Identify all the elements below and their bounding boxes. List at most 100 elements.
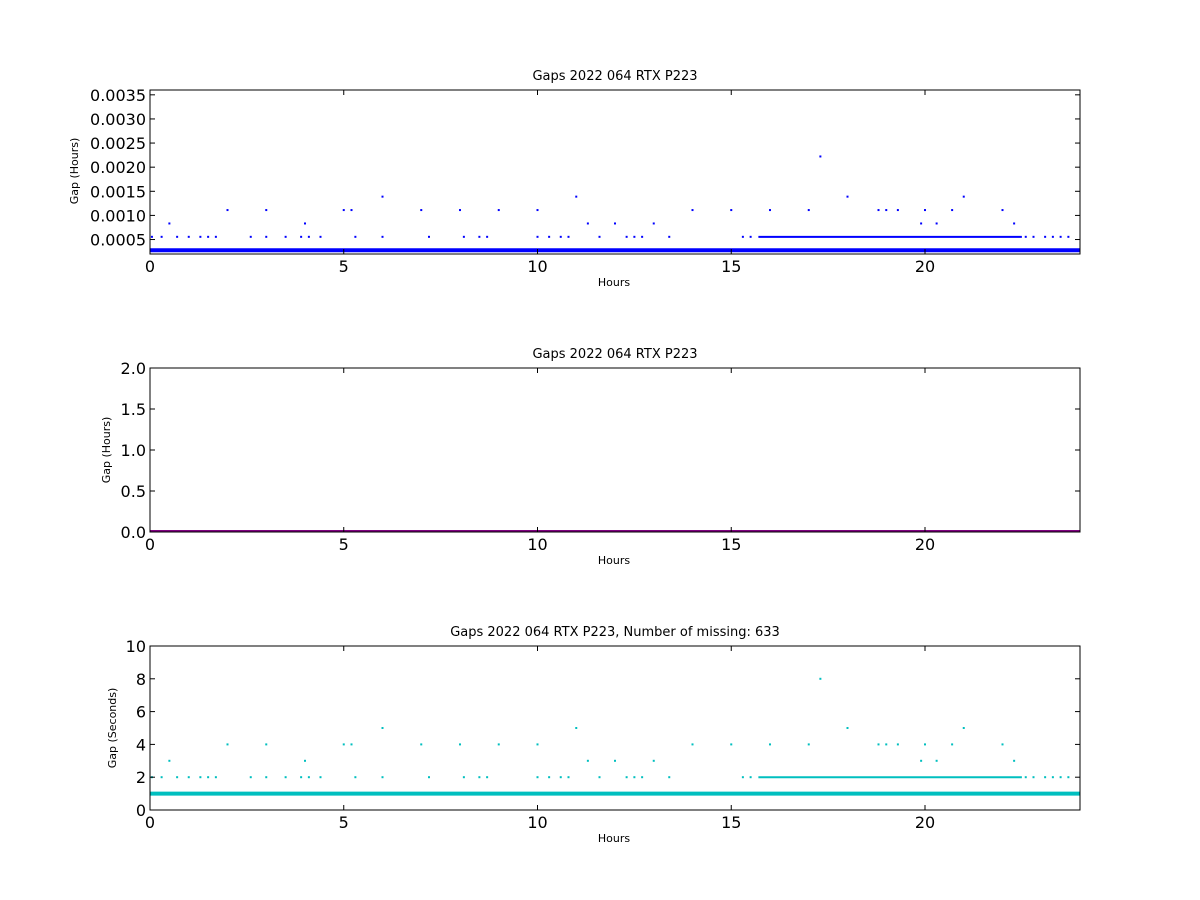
data-point xyxy=(846,195,849,198)
data-point xyxy=(691,743,694,746)
data-point xyxy=(497,209,500,212)
data-point xyxy=(307,235,310,238)
data-point xyxy=(1059,776,1062,779)
top-gap-hours-chart: Gaps 2022 064 RTX P223 Hours Gap (Hours)… xyxy=(68,69,1081,289)
data-point xyxy=(150,235,153,238)
data-point xyxy=(354,776,357,779)
data-point xyxy=(420,743,423,746)
axes-frame xyxy=(149,367,1081,533)
plot-area xyxy=(150,155,1080,253)
data-point xyxy=(652,222,655,225)
y-tick-label: 0.5 xyxy=(121,482,146,501)
x-tick-label: 20 xyxy=(915,535,935,554)
data-point xyxy=(226,209,229,212)
data-point xyxy=(598,776,601,779)
data-point xyxy=(749,776,752,779)
data-point xyxy=(1024,235,1027,238)
data-point xyxy=(896,743,899,746)
data-point xyxy=(486,776,489,779)
data-point xyxy=(284,235,287,238)
data-point xyxy=(199,235,202,238)
x-tick-label: 5 xyxy=(339,535,349,554)
x-axis-label: Hours xyxy=(598,554,630,567)
x-tick-label: 20 xyxy=(915,813,935,832)
axes-frame xyxy=(149,89,1081,255)
data-point xyxy=(1001,209,1004,212)
data-point xyxy=(354,235,357,238)
data-point xyxy=(575,727,578,729)
data-point xyxy=(160,235,163,238)
data-point xyxy=(567,235,570,238)
x-tick-label: 10 xyxy=(527,813,547,832)
data-point xyxy=(741,776,744,779)
data-point xyxy=(741,235,744,238)
data-point xyxy=(691,209,694,212)
data-point xyxy=(536,743,539,746)
x-axis-label: Hours xyxy=(598,276,630,289)
data-point xyxy=(342,743,345,746)
data-point xyxy=(176,776,179,779)
data-point xyxy=(187,235,190,238)
plot-area xyxy=(150,677,1080,796)
data-point xyxy=(1013,759,1016,762)
data-point xyxy=(207,776,210,779)
y-axis-label: Gap (Hours) xyxy=(68,138,81,205)
data-point xyxy=(497,743,500,746)
y-tick-label: 0.0 xyxy=(121,523,146,542)
y-tick-label: 0.0015 xyxy=(90,182,146,201)
data-point xyxy=(730,743,733,746)
data-point xyxy=(1067,776,1070,779)
y-tick-label: 8 xyxy=(136,670,146,689)
data-point xyxy=(559,776,562,779)
data-point xyxy=(807,209,810,212)
data-point xyxy=(1044,235,1047,238)
data-point xyxy=(668,235,671,238)
data-point xyxy=(924,743,926,746)
data-point xyxy=(304,759,306,762)
data-point xyxy=(459,209,461,212)
data-point xyxy=(1044,776,1047,779)
x-tick-label: 10 xyxy=(527,257,547,276)
data-point xyxy=(1024,776,1027,779)
data-point xyxy=(319,776,322,779)
data-point xyxy=(625,776,628,779)
data-point xyxy=(749,235,752,238)
data-point xyxy=(846,727,849,729)
data-point xyxy=(478,235,481,238)
data-point xyxy=(819,677,822,680)
data-point xyxy=(381,195,384,198)
data-point xyxy=(459,743,461,746)
data-point xyxy=(342,209,345,212)
data-point xyxy=(176,235,179,238)
x-tick-label: 5 xyxy=(339,257,349,276)
data-point xyxy=(962,195,965,198)
data-point xyxy=(877,209,880,212)
y-tick-label: 1.0 xyxy=(121,441,146,460)
y-tick-label: 0.0005 xyxy=(90,231,146,250)
data-point xyxy=(1032,776,1035,779)
data-point xyxy=(559,235,562,238)
data-point xyxy=(769,209,771,212)
data-point xyxy=(284,776,287,779)
x-tick-label: 0 xyxy=(145,813,155,832)
data-point xyxy=(350,743,353,746)
data-point xyxy=(462,776,465,779)
data-point xyxy=(1032,235,1035,238)
data-point xyxy=(168,759,171,762)
x-tick-label: 20 xyxy=(915,257,935,276)
data-point xyxy=(536,235,539,238)
data-point xyxy=(381,776,384,779)
data-point xyxy=(1051,235,1054,238)
x-tick-label: 15 xyxy=(721,813,741,832)
data-point xyxy=(226,743,229,746)
data-point xyxy=(1051,776,1054,779)
x-tick-label: 15 xyxy=(721,535,741,554)
data-point xyxy=(428,235,430,238)
data-point xyxy=(575,195,578,198)
data-point xyxy=(486,235,489,238)
data-point xyxy=(199,776,202,779)
y-tick-label: 0 xyxy=(136,801,146,820)
x-tick-label: 5 xyxy=(339,813,349,832)
data-point xyxy=(536,209,539,212)
x-tick-label: 0 xyxy=(145,535,155,554)
